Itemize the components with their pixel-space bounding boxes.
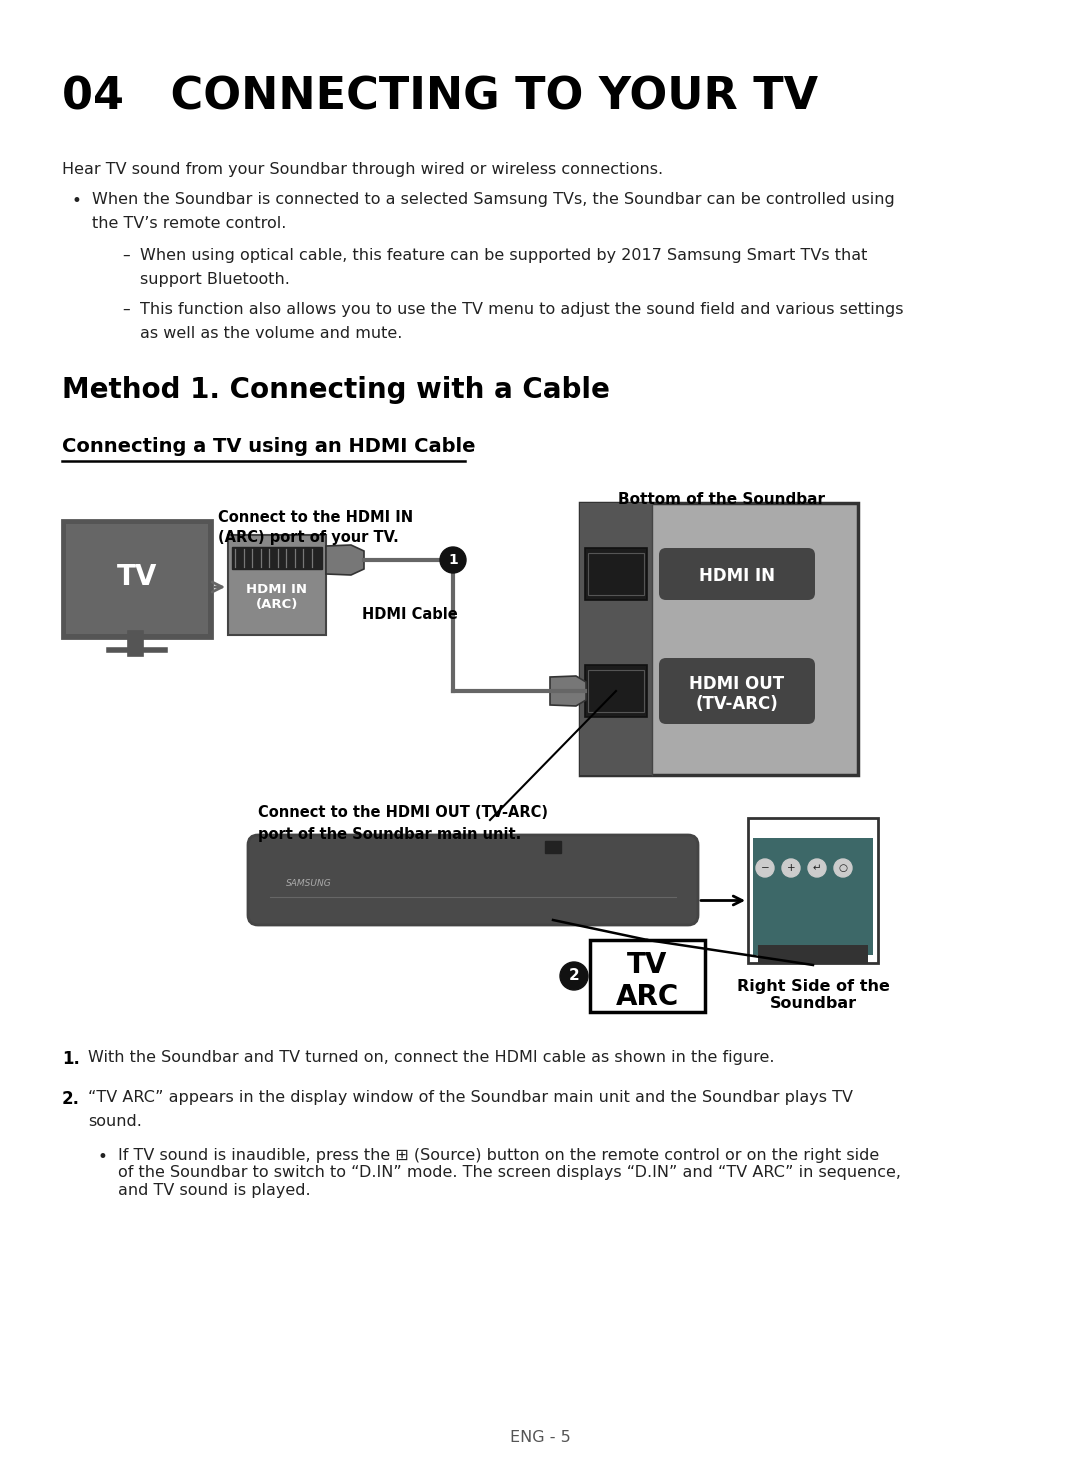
Text: 2.: 2. <box>62 1090 80 1108</box>
FancyBboxPatch shape <box>585 549 647 600</box>
FancyBboxPatch shape <box>659 549 815 600</box>
Text: With the Soundbar and TV turned on, connect the HDMI cable as shown in the figur: With the Soundbar and TV turned on, conn… <box>87 1050 774 1065</box>
Text: 1.: 1. <box>62 1050 80 1068</box>
Text: the TV’s remote control.: the TV’s remote control. <box>92 216 286 231</box>
Text: •: • <box>72 192 82 210</box>
FancyBboxPatch shape <box>248 836 698 924</box>
Text: TV
ARC: TV ARC <box>616 951 679 1012</box>
Text: Method 1. Connecting with a Cable: Method 1. Connecting with a Cable <box>62 376 610 404</box>
Text: Connect to the HDMI IN: Connect to the HDMI IN <box>218 510 414 525</box>
Text: 1: 1 <box>448 553 458 566</box>
FancyBboxPatch shape <box>659 658 815 725</box>
FancyBboxPatch shape <box>580 503 652 775</box>
Text: When using optical cable, this feature can be supported by 2017 Samsung Smart TV: When using optical cable, this feature c… <box>140 248 867 263</box>
Polygon shape <box>550 676 586 705</box>
Text: If TV sound is inaudible, press the ⊞ (Source) button on the remote control or o: If TV sound is inaudible, press the ⊞ (S… <box>118 1148 901 1198</box>
Text: •: • <box>98 1148 108 1165</box>
Text: ○: ○ <box>838 864 848 873</box>
Text: Hear TV sound from your Soundbar through wired or wireless connections.: Hear TV sound from your Soundbar through… <box>62 163 663 177</box>
FancyBboxPatch shape <box>545 842 561 853</box>
FancyBboxPatch shape <box>588 670 644 711</box>
Text: HDMI Cable: HDMI Cable <box>362 606 458 623</box>
Text: –: – <box>122 248 130 263</box>
Circle shape <box>808 859 826 877</box>
Polygon shape <box>326 544 364 575</box>
FancyBboxPatch shape <box>753 839 873 955</box>
Text: “TV ARC” appears in the display window of the Soundbar main unit and the Soundba: “TV ARC” appears in the display window o… <box>87 1090 853 1105</box>
Text: SAMSUNG: SAMSUNG <box>286 879 332 887</box>
FancyBboxPatch shape <box>228 535 326 634</box>
FancyBboxPatch shape <box>588 553 644 595</box>
Text: HDMI IN
(ARC): HDMI IN (ARC) <box>246 583 308 611</box>
FancyBboxPatch shape <box>580 503 858 775</box>
FancyBboxPatch shape <box>585 666 647 717</box>
Text: Connecting a TV using an HDMI Cable: Connecting a TV using an HDMI Cable <box>62 436 475 456</box>
Text: sound.: sound. <box>87 1114 141 1128</box>
Circle shape <box>440 547 465 572</box>
Text: port of the Soundbar main unit.: port of the Soundbar main unit. <box>258 827 522 842</box>
Text: ↵: ↵ <box>812 864 822 873</box>
FancyBboxPatch shape <box>66 524 208 634</box>
Circle shape <box>782 859 800 877</box>
Text: +: + <box>786 864 795 873</box>
Text: Bottom of the Soundbar: Bottom of the Soundbar <box>618 493 825 507</box>
FancyBboxPatch shape <box>590 941 705 1012</box>
Text: support Bluetooth.: support Bluetooth. <box>140 272 289 287</box>
FancyBboxPatch shape <box>748 818 878 963</box>
Text: –: – <box>122 302 130 317</box>
Circle shape <box>834 859 852 877</box>
Circle shape <box>756 859 774 877</box>
FancyBboxPatch shape <box>232 547 322 569</box>
Text: −: − <box>760 864 769 873</box>
Text: TV: TV <box>117 563 158 592</box>
Text: 04   CONNECTING TO YOUR TV: 04 CONNECTING TO YOUR TV <box>62 75 819 118</box>
FancyBboxPatch shape <box>758 945 868 963</box>
Circle shape <box>561 961 588 989</box>
Text: Right Side of the
Soundbar: Right Side of the Soundbar <box>737 979 890 1012</box>
Text: When the Soundbar is connected to a selected Samsung TVs, the Soundbar can be co: When the Soundbar is connected to a sele… <box>92 192 894 207</box>
Text: 2: 2 <box>569 969 579 984</box>
Text: Connect to the HDMI OUT (TV-ARC): Connect to the HDMI OUT (TV-ARC) <box>258 805 548 819</box>
Text: (ARC) port of your TV.: (ARC) port of your TV. <box>218 529 399 544</box>
FancyBboxPatch shape <box>62 521 212 637</box>
Text: HDMI OUT
(TV-ARC): HDMI OUT (TV-ARC) <box>689 674 784 713</box>
Text: ENG - 5: ENG - 5 <box>510 1430 570 1445</box>
Text: This function also allows you to use the TV menu to adjust the sound field and v: This function also allows you to use the… <box>140 302 904 317</box>
Text: as well as the volume and mute.: as well as the volume and mute. <box>140 325 403 342</box>
Text: HDMI IN: HDMI IN <box>699 566 775 586</box>
